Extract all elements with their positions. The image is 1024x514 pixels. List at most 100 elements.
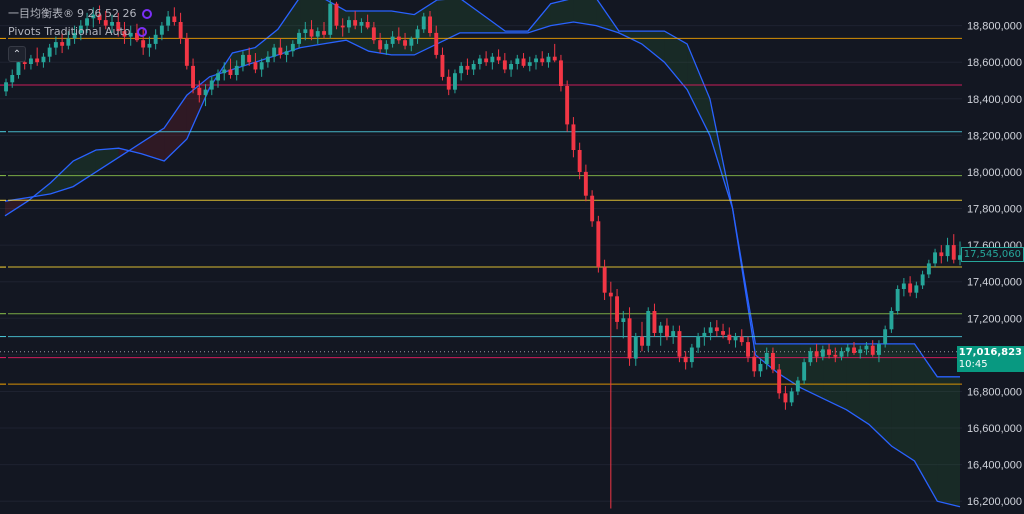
candle-body [290,43,295,52]
candle-body [565,86,570,125]
pivots-legend[interactable]: Pivots Traditional Auto [8,25,147,38]
current-price-badge: 17,016,823 10:45 [956,345,1024,372]
candle-body [671,331,676,337]
candle-body [814,351,819,357]
candle-body [166,16,171,26]
candle-body [727,334,732,341]
candle-body [29,58,33,64]
candle-body [159,25,164,35]
candle-body [958,255,962,260]
candle-body [421,16,426,30]
candle-body [552,56,557,61]
candle-body [926,263,931,275]
candle-body [78,25,83,33]
price-tick-label: 17,800,000 [967,204,1022,216]
cloud-segment [459,0,483,33]
candle-body [534,58,538,63]
candle-body [933,252,937,264]
candle-body [496,56,501,61]
candle-body [559,60,563,86]
candle-body [596,221,601,267]
candle-body [47,47,52,57]
candle-body [228,69,233,75]
price-grid [0,25,962,502]
candle-body [652,311,657,333]
cloud-segment [891,343,915,461]
price-tick-label: 16,200,000 [967,496,1022,508]
candle-body [128,32,133,37]
candle-body [53,42,58,48]
candle-body [583,171,588,196]
candle-body [253,62,258,70]
candle-body [658,325,663,333]
price-tick-label: 16,400,000 [967,460,1022,472]
cloud-segment [437,0,460,44]
candle-body [571,124,576,150]
candle-body [191,65,195,88]
candle-body [540,58,545,63]
candle-body [371,27,376,41]
candle-body [4,82,8,92]
ichimoku-params: 9 26 52 26 [77,7,137,20]
price-tick-label: 16,600,000 [967,423,1022,435]
candle-body [877,343,881,355]
candle-body [440,54,445,77]
candle-body [378,40,383,50]
price-axis: 16,200,000 16,400,000 16,600,000 16,800,000… [967,21,1022,509]
candle-body [677,331,682,357]
candle-body [41,56,46,63]
candle-body [521,58,526,66]
candle-body [147,43,152,48]
candle-body [272,47,277,57]
candle-body [914,285,919,293]
countdown-value: 10:45 [958,358,988,370]
candle-body [328,3,333,35]
current-price-value: 17,016,823 [958,346,1022,358]
candle-body [758,364,763,372]
cloud-upper-line [4,0,960,378]
candle-body [696,336,701,348]
candle-body [646,311,651,346]
candle-body [502,60,507,70]
price-tick-label: 16,800,000 [967,386,1022,398]
cloud-segment [914,343,938,502]
candle-body [103,20,108,26]
candle-body [852,347,856,353]
candle-body [259,62,264,70]
candle-body [895,289,900,311]
pivots-title: Pivots Traditional Auto [8,25,131,38]
cloud-segment [277,0,301,55]
candle-body [577,150,582,172]
candle-body [608,292,613,297]
candle-body [347,20,351,28]
loading-icon [142,9,153,19]
cloud-segment [823,343,847,410]
candle-body [446,76,451,90]
candle-body [845,347,850,352]
candle-body [197,87,202,96]
candle-body [303,29,308,33]
candle-body [883,329,888,344]
cloud-segment [550,0,574,26]
ichimoku-legend[interactable]: 一目均衡表® 9 26 52 26 [8,5,153,21]
price-tick-label: 18,000,000 [967,167,1022,179]
candle-body [453,73,457,90]
candle-body [739,336,744,343]
candle-body [621,318,626,322]
candle-body [683,356,688,363]
candle-body [640,336,644,346]
candle-body [708,327,713,333]
candle-body [353,20,358,26]
candles [4,0,962,509]
pivot-lines [0,37,962,385]
chevron-up-icon[interactable]: ⌃ [8,46,26,62]
candle-body [434,32,439,55]
candle-body [60,42,65,46]
candle-body [665,325,669,337]
candle-body [509,64,513,70]
candle-body [714,327,719,332]
candle-body [22,62,27,64]
candle-body [777,369,782,394]
candle-body [546,56,551,63]
